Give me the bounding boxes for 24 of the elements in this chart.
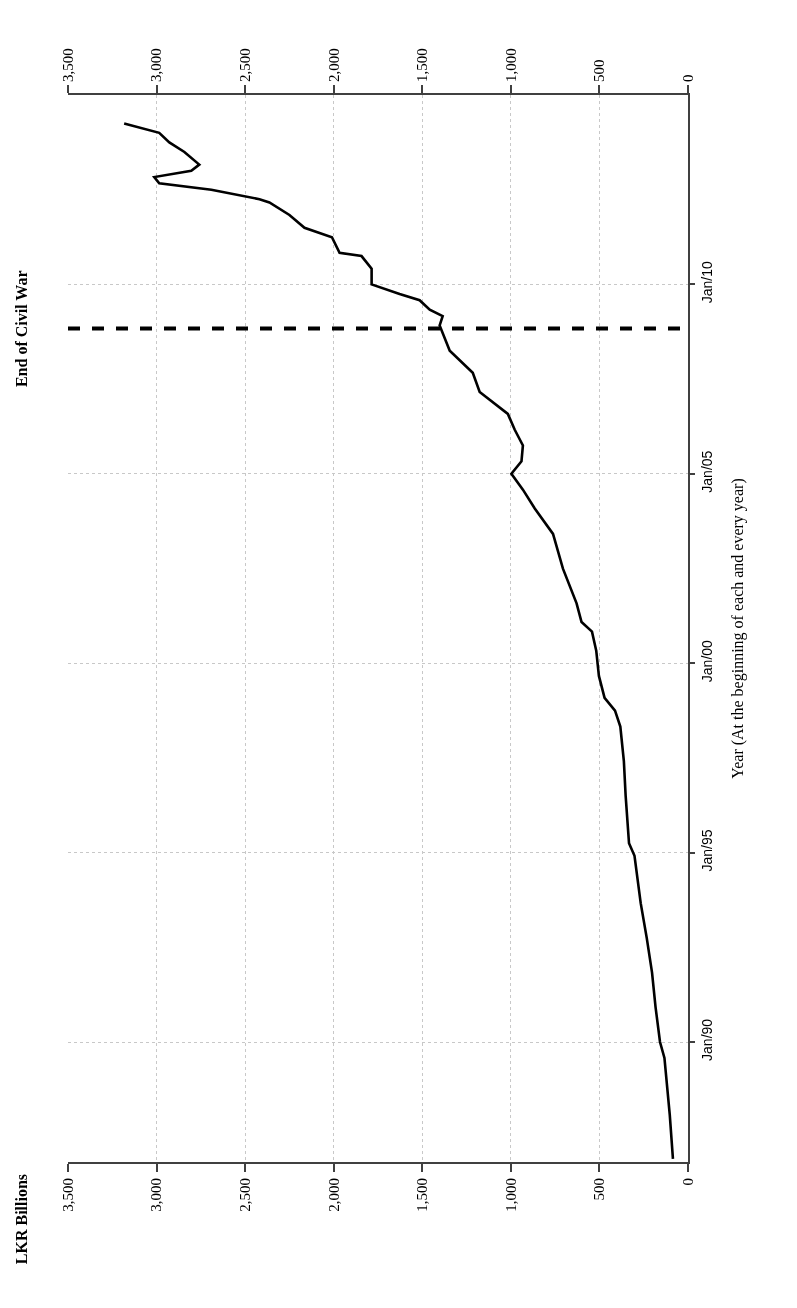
y-tick-label: Jan/10 xyxy=(698,261,715,304)
x-tick-label: 0 xyxy=(679,74,696,82)
x2-tick-label: 3,000 xyxy=(148,1178,165,1212)
x2-tick-label: 1,500 xyxy=(414,1178,431,1212)
text: LKR Billions xyxy=(12,1173,30,1265)
x-tick-label: 500 xyxy=(591,59,608,82)
x2-tick-label: 500 xyxy=(591,1178,608,1201)
x2-tick-label: 1,000 xyxy=(502,1178,519,1212)
y-axis-title: Year (At the beginning of each and every year) xyxy=(729,478,747,779)
x2-tick-label: 2,000 xyxy=(325,1178,342,1212)
y-tick-label: Jan/90 xyxy=(698,1018,715,1061)
ref-line-label: End of Civil War xyxy=(12,270,30,388)
y-tick-label: Jan/05 xyxy=(698,450,715,493)
y-tick-label: Jan/95 xyxy=(698,829,715,872)
x-tick-label: 1,000 xyxy=(502,48,519,82)
x-tick-label: 3,500 xyxy=(59,48,76,82)
x2-tick-label: 2,500 xyxy=(237,1178,254,1212)
x-tick-label: 2,000 xyxy=(325,48,342,82)
x2-tick-label: 0 xyxy=(679,1178,696,1186)
x2-tick-label: 3,500 xyxy=(59,1178,76,1212)
y-tick-label: Jan/00 xyxy=(698,639,715,683)
x-tick-label: 3,000 xyxy=(148,48,165,82)
x-tick-label: 2,500 xyxy=(237,48,254,82)
x-tick-label: 1,500 xyxy=(414,48,431,82)
